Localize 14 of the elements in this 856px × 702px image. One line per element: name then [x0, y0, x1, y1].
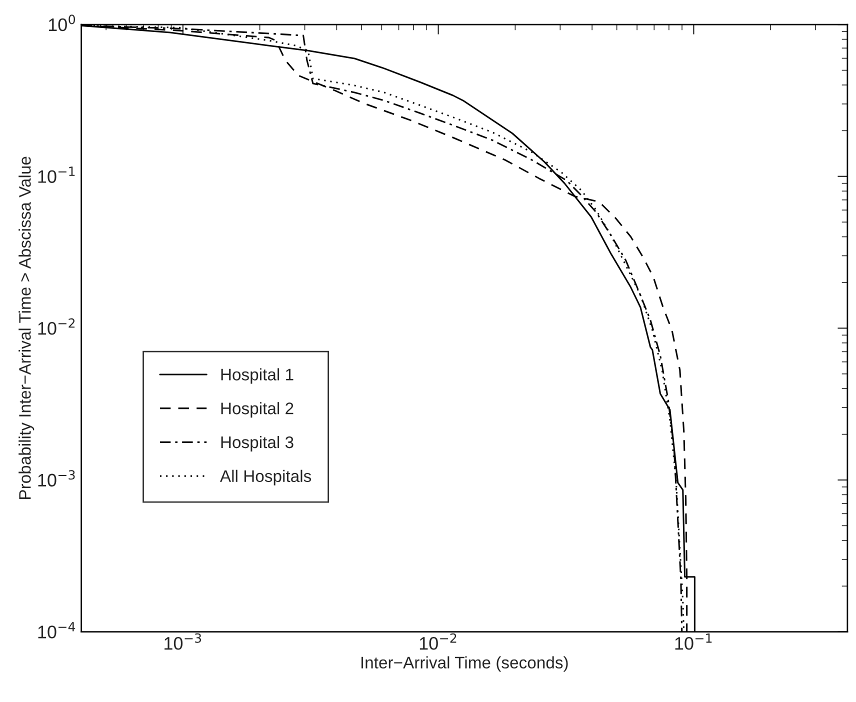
x-tick-label: 10$^{−1}$ — [675, 633, 712, 650]
x-axis-title: Inter−Arrival Time (seconds) — [361, 656, 568, 672]
legend-label: Hospital 3 — [221, 436, 294, 452]
legend-label: Hospital 2 — [221, 402, 294, 418]
y-axis-title: Probability Inter−Arrival Time > Abscissa Value — [18, 156, 34, 499]
y-tick-label: 10$^{0}$ — [48, 14, 76, 32]
legend-label: All Hospitals — [220, 470, 312, 486]
legend-label: Hospital 1 — [221, 368, 294, 384]
y-tick-label: 10$^{−3}$ — [38, 470, 75, 487]
y-tick-label: 10$^{−4}$ — [38, 622, 76, 638]
x-tick-label: 10$^{−3}$ — [164, 633, 202, 650]
x-tick-label: 10$^{−2}$ — [420, 633, 456, 650]
y-tick-label: 10$^{−2}$ — [38, 318, 75, 335]
y-tick-label: 10$^{−1}$ — [38, 166, 75, 183]
